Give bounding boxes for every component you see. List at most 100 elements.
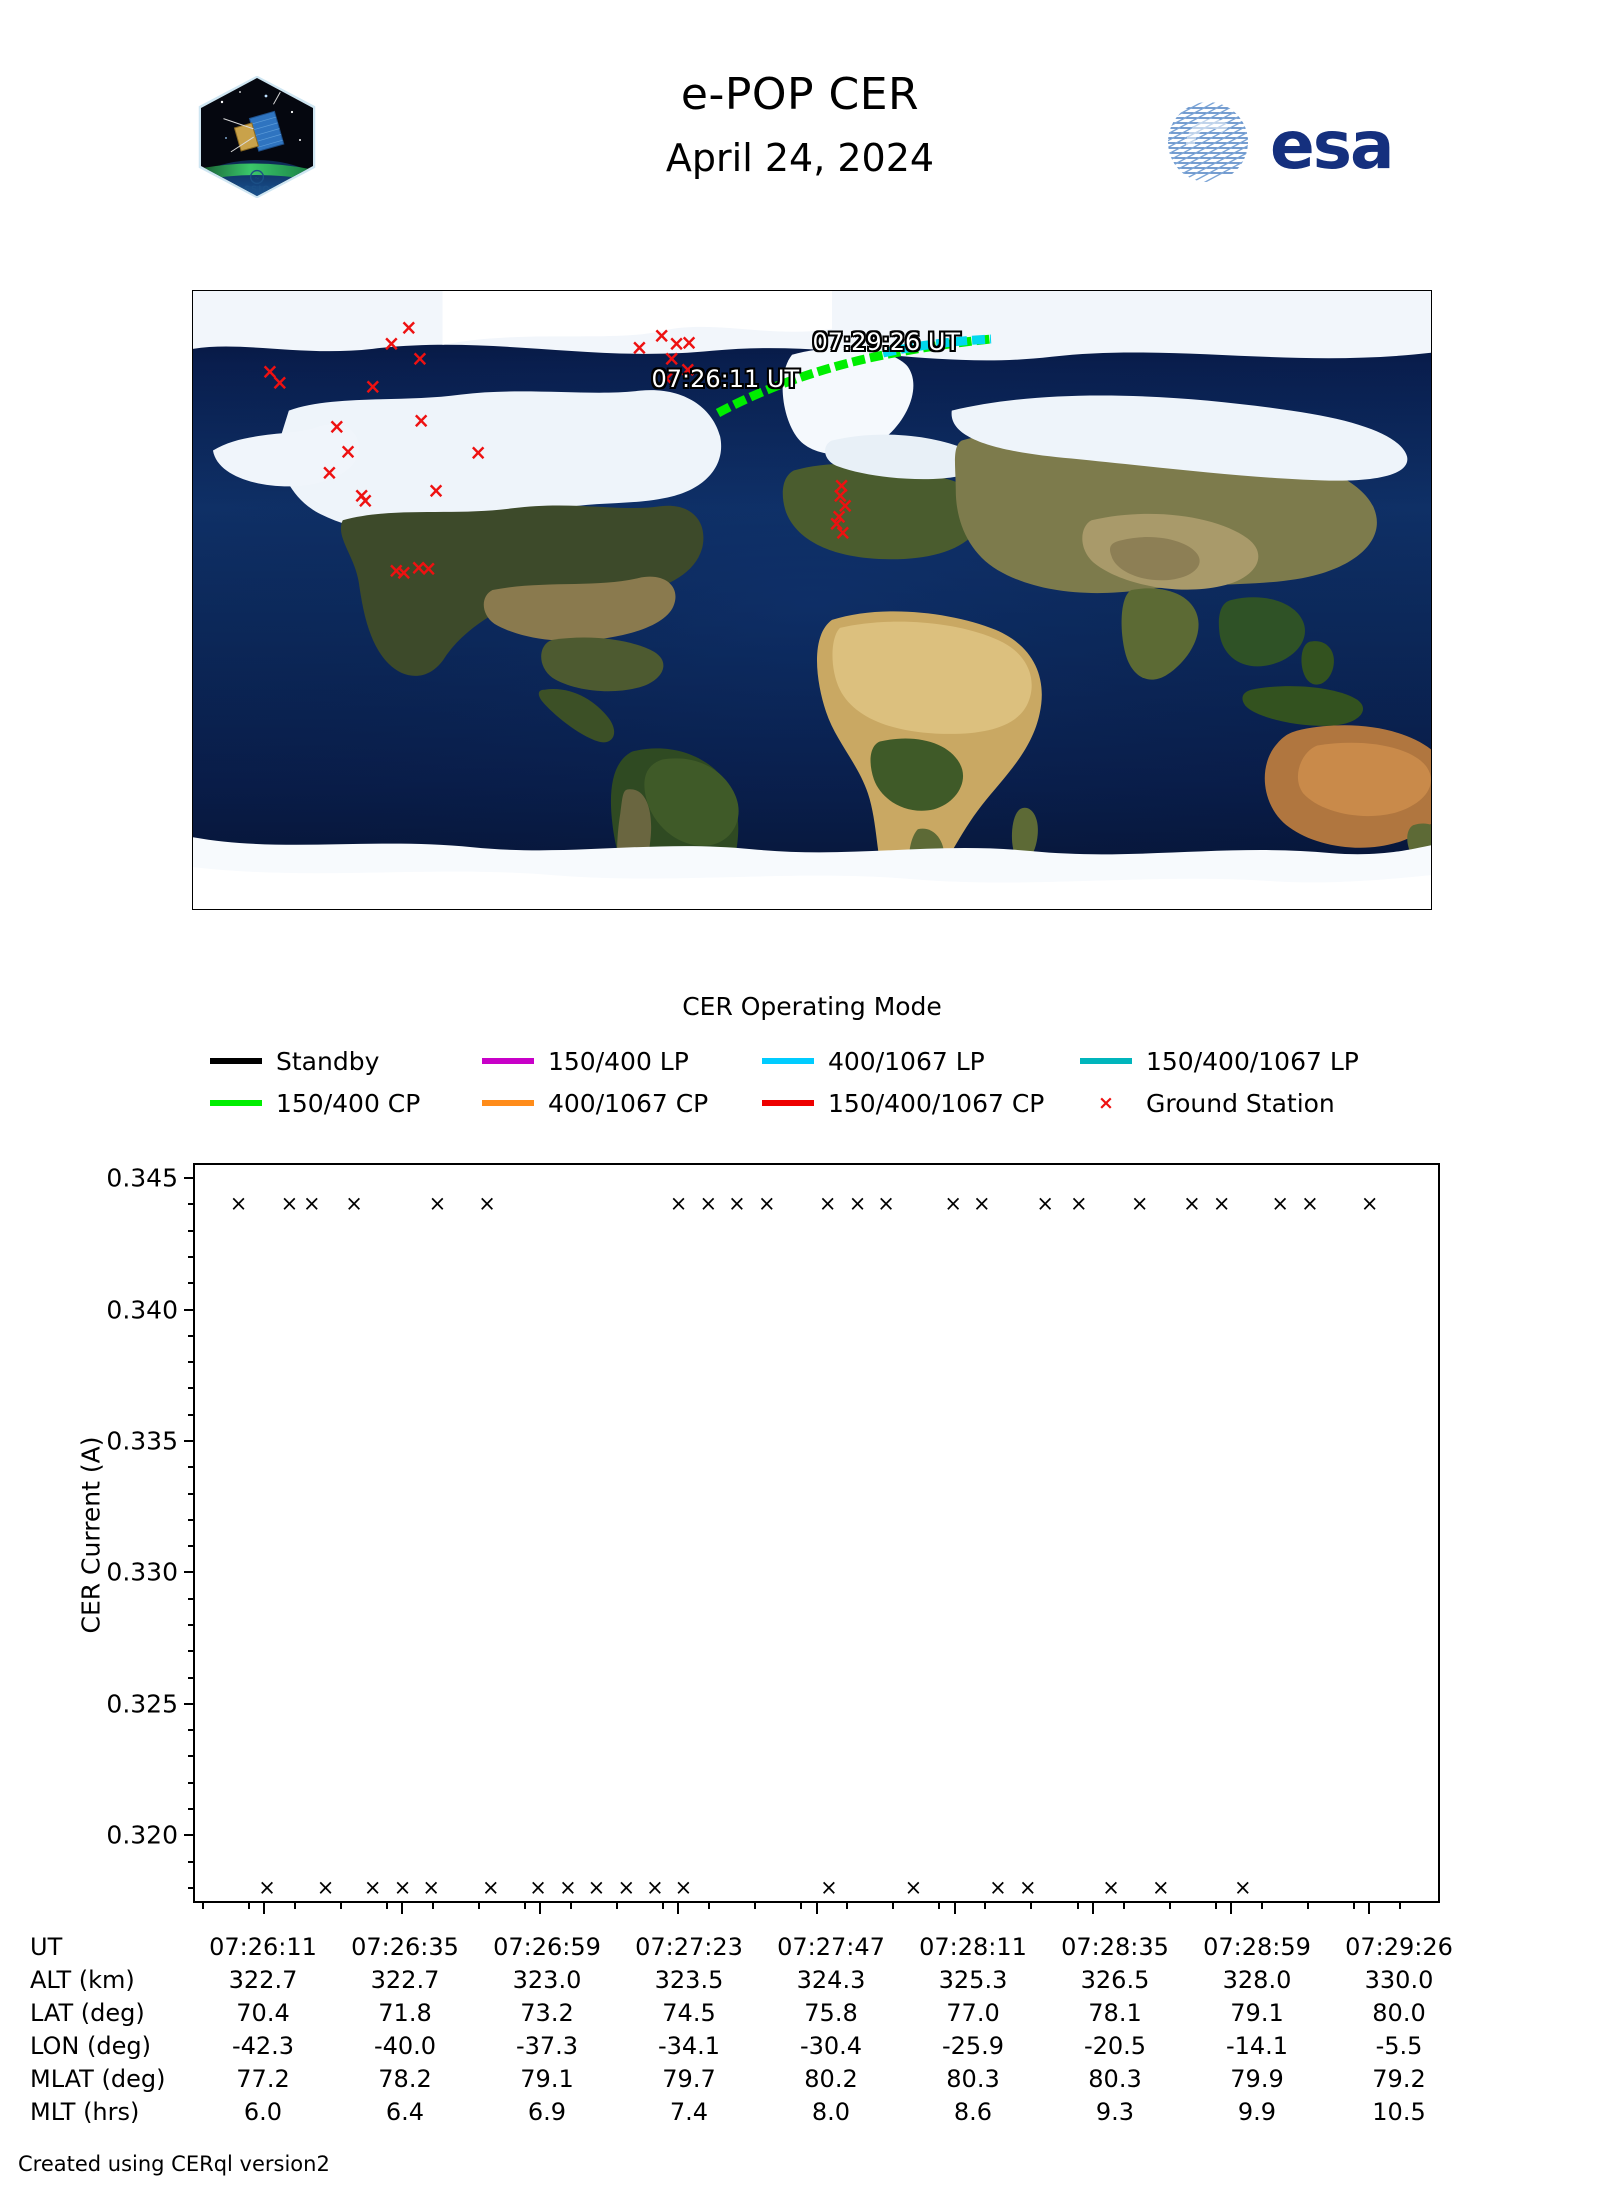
y-axis-minor-tick <box>188 1545 195 1548</box>
x-axis-minor-tick <box>478 1901 481 1909</box>
data-point-marker: × <box>1102 1875 1120 1900</box>
ground-station-marker: × <box>667 331 686 356</box>
y-axis-tick <box>184 1571 195 1574</box>
data-point-marker: × <box>820 1875 838 1900</box>
legend-x-icon: × <box>1098 1092 1114 1114</box>
plot-canvas: 0.345 0.340 0.335 0.330 0.325 0.320 × × × × × × × × × ×… <box>106 1164 1438 1914</box>
legend-entry: 150/400/1067 LP <box>1080 1040 1410 1082</box>
legend-entry: 150/400 CP <box>210 1082 482 1124</box>
legend-entry: 400/1067 CP <box>482 1082 762 1124</box>
table-cell: 78.2 <box>378 2064 432 2093</box>
ground-station-marker: × <box>339 439 357 464</box>
legend-label: Standby <box>276 1046 380 1076</box>
table-cell: 78.1 <box>1088 1998 1142 2027</box>
table-cell: 07:29:26 <box>1345 1932 1453 1961</box>
y-axis-minor-tick <box>188 1413 195 1416</box>
table-cell: 9.9 <box>1237 2097 1277 2126</box>
table-cell: -30.4 <box>799 2031 863 2060</box>
legend-color-swatch <box>762 1058 814 1064</box>
legend-color-swatch <box>1080 1058 1132 1064</box>
ground-station-marker: × <box>833 520 852 545</box>
ground-station-marker: × <box>412 408 430 433</box>
legend-entry: 150/400/1067 CP <box>762 1082 1080 1124</box>
table-cell: 80.0 <box>1372 1998 1426 2027</box>
operating-mode-legend: Standby 150/400 LP 400/1067 LP 150/400/1067… <box>210 1040 1470 1124</box>
x-axis-minor-tick <box>1352 1901 1355 1909</box>
data-point-marker: × <box>1151 1875 1170 1900</box>
table-cell: 70.4 <box>236 1998 290 2027</box>
table-row-label: LON (deg) <box>30 2031 151 2060</box>
x-axis-minor-tick <box>1122 1901 1125 1909</box>
legend-row: Standby 150/400 LP 400/1067 LP 150/400/1067… <box>210 1040 1470 1082</box>
data-point-marker: × <box>229 1191 248 1216</box>
x-axis-minor-tick <box>293 1901 296 1909</box>
y-axis-minor-tick <box>188 1466 195 1469</box>
table-cell: -20.5 <box>1083 2031 1147 2060</box>
ground-station-marker: × <box>328 414 346 439</box>
table-cell: 7.4 <box>669 2097 709 2126</box>
y-axis-minor-tick <box>188 1361 195 1364</box>
y-axis-tick <box>184 1177 195 1180</box>
ground-station-marker: × <box>836 493 855 518</box>
x-axis-tick <box>401 1901 404 1914</box>
table-row: LAT (deg) 70.4 71.8 73.2 74.5 75.8 77.0 78.1 79.… <box>30 1996 1470 2029</box>
x-axis-minor-tick <box>984 1901 987 1909</box>
table-row: ALT (km) 322.7 322.7 323.0 323.5 324.3 325.3 32… <box>30 1963 1470 1996</box>
data-point-marker: × <box>944 1191 963 1216</box>
data-point-marker: × <box>669 1191 688 1216</box>
data-point-marker: × <box>428 1191 447 1216</box>
data-point-marker: × <box>818 1191 837 1216</box>
data-point-marker: × <box>316 1875 335 1900</box>
data-point-marker: × <box>989 1875 1007 1900</box>
table-cell: 6.9 <box>527 2097 567 2126</box>
data-point-marker: × <box>303 1191 321 1216</box>
table-cell: 79.1 <box>1230 1998 1284 2027</box>
y-axis-tick-label: 0.335 <box>106 1426 178 1456</box>
table-cell: 07:26:11 <box>209 1932 317 1961</box>
y-axis-minor-tick <box>188 1650 195 1653</box>
table-cell: 07:28:35 <box>1061 1932 1169 1961</box>
table-cell: 77.2 <box>236 2064 290 2093</box>
ground-station-marker: × <box>270 370 289 395</box>
x-axis-minor-tick <box>1076 1901 1079 1909</box>
data-point-marker: × <box>674 1875 693 1900</box>
y-axis-minor-tick <box>188 1256 195 1258</box>
data-point-marker: × <box>1360 1191 1379 1216</box>
legend-label: 150/400/1067 CP <box>828 1088 1045 1118</box>
ground-station-marker: × <box>832 473 851 498</box>
table-row-label: LAT (deg) <box>30 1998 145 2027</box>
x-axis-minor-tick <box>1030 1901 1033 1909</box>
x-axis-minor-tick <box>1398 1901 1401 1909</box>
table-cell: 325.3 <box>938 1965 1008 1994</box>
table-row-label: MLAT (deg) <box>30 2064 166 2093</box>
cer-current-plot[interactable]: 0.345 0.340 0.335 0.330 0.325 0.320 × × × × × × × × × ×… <box>77 1163 1440 1914</box>
x-axis-tick <box>815 1901 818 1914</box>
data-point-marker: × <box>699 1191 718 1216</box>
y-axis-minor-tick <box>188 1781 195 1784</box>
ground-station-marker: × <box>830 504 848 529</box>
ground-station-marker: × <box>394 560 413 585</box>
world-map-panel[interactable]: × × × × × × × × × × × × × × × × × × × × × × × × × × × × × × × 07:29:26… <box>192 290 1432 910</box>
data-point-marker: × <box>1018 1875 1037 1900</box>
ground-station-marker: × <box>652 323 671 348</box>
x-axis-minor-tick <box>892 1901 895 1909</box>
y-axis-label: CER Current (A) <box>76 1436 106 1634</box>
table-cell: 80.2 <box>804 2064 858 2093</box>
table-row: MLAT (deg) 77.2 78.2 79.1 79.7 80.2 80.3 80.3 79… <box>30 2062 1470 2095</box>
table-cell: 330.0 <box>1364 1965 1434 1994</box>
table-cell: 326.5 <box>1080 1965 1150 1994</box>
table-cell: 324.3 <box>796 1965 866 1994</box>
table-row: LON (deg) -42.3 -40.0 -37.3 -34.1 -30.4 -25.9 -… <box>30 2029 1470 2062</box>
x-axis-minor-tick <box>754 1901 757 1909</box>
x-axis-minor-tick <box>938 1901 941 1909</box>
table-cell: 07:26:59 <box>493 1932 601 1961</box>
data-point-marker: × <box>848 1191 867 1216</box>
y-axis-minor-tick <box>188 1334 195 1337</box>
table-cell: -34.1 <box>657 2031 721 2060</box>
ground-station-marker: × <box>411 346 429 371</box>
x-axis-tick <box>1091 1901 1094 1914</box>
y-axis-minor-tick <box>188 1387 195 1390</box>
table-row: UT 07:26:11 07:26:35 07:26:59 07:27:23 07:27:… <box>30 1930 1470 1963</box>
table-cell: 10.5 <box>1372 2097 1426 2126</box>
ground-station-marker: × <box>363 374 382 399</box>
